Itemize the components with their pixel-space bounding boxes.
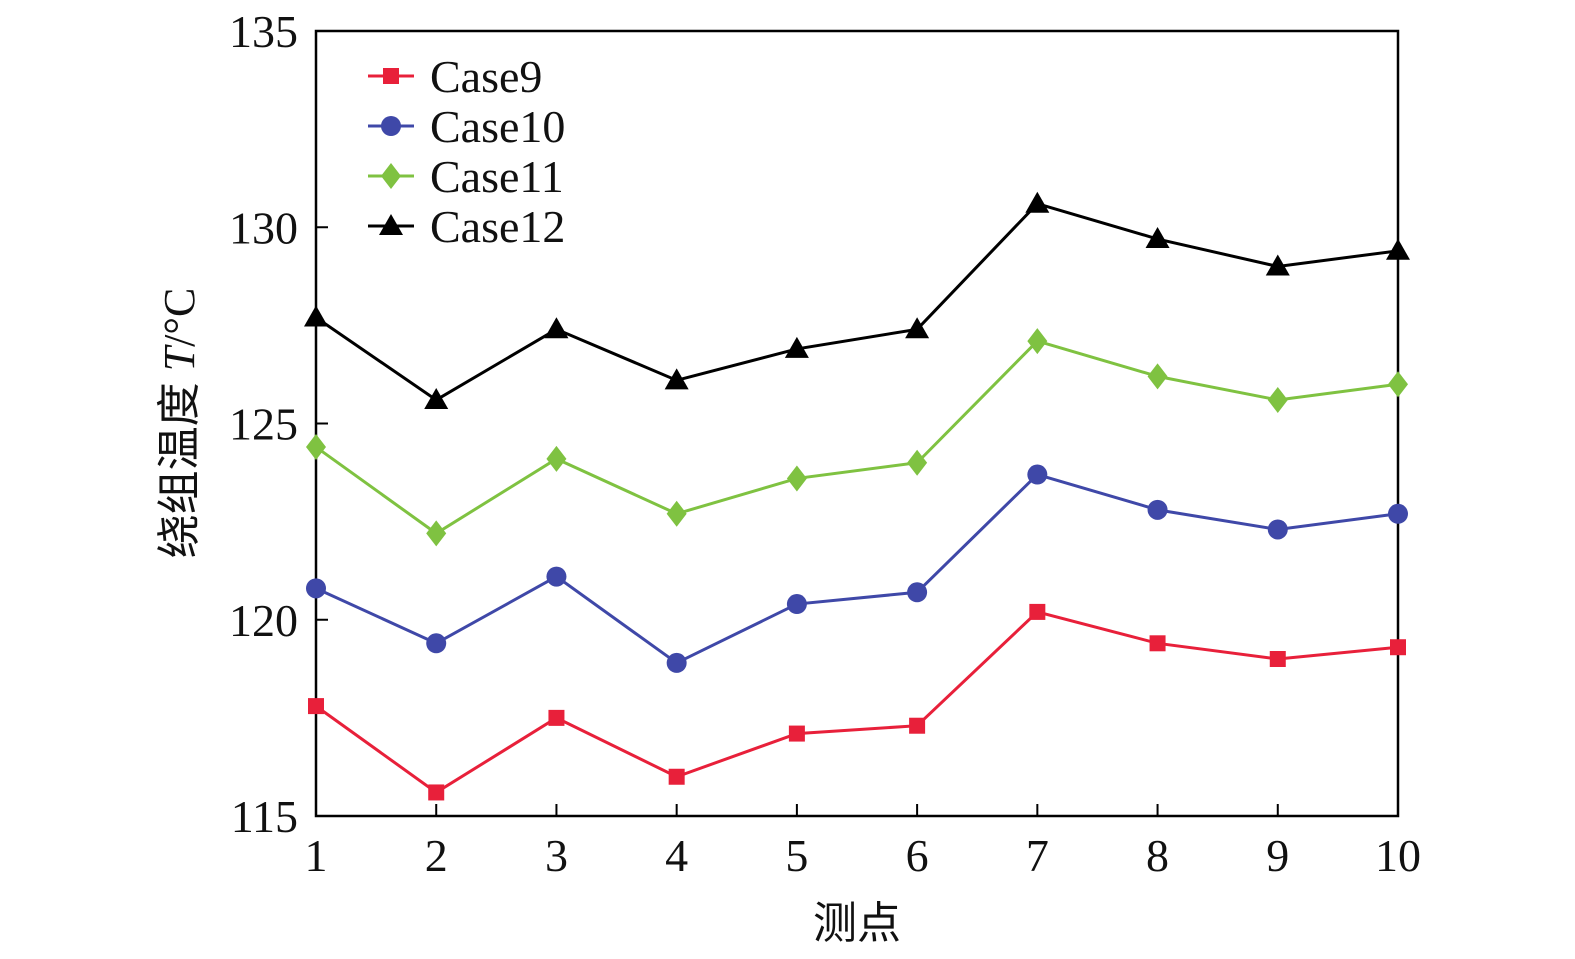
y-axis-title-main: 绕组温度	[155, 371, 204, 558]
data-point	[668, 768, 685, 785]
y-axis: 115 120 125 130 135	[229, 6, 328, 842]
y-tick-label: 135	[229, 6, 298, 57]
data-point	[306, 434, 326, 461]
y-tick-label: 120	[229, 595, 298, 646]
data-point	[1147, 363, 1168, 390]
data-point	[909, 717, 926, 734]
data-point	[907, 449, 928, 476]
legend-marker	[381, 116, 401, 136]
y-tick-label: 130	[229, 202, 298, 253]
data-point	[1390, 639, 1406, 656]
data-point	[1388, 371, 1408, 398]
data-point	[786, 465, 807, 492]
x-axis: 1 2 3 4 5 6 7 8 9 10	[305, 804, 1421, 881]
data-point	[666, 500, 687, 527]
data-point	[424, 387, 449, 409]
data-point	[1027, 328, 1048, 355]
x-tick-label: 10	[1375, 830, 1421, 881]
y-axis-title: 绕组温度 T/°C	[155, 288, 204, 559]
data-point	[1267, 386, 1288, 413]
x-tick-label: 2	[425, 830, 448, 881]
legend-marker	[381, 163, 401, 189]
y-tick-label: 115	[231, 791, 298, 842]
data-point	[1147, 499, 1168, 520]
series-line	[315, 339, 1399, 536]
data-point	[784, 336, 809, 358]
x-tick-label: 6	[906, 830, 929, 881]
data-point	[546, 566, 567, 587]
legend-label: Case9	[430, 51, 542, 102]
data-point	[306, 578, 326, 599]
data-point	[1265, 254, 1290, 276]
data-point	[1388, 503, 1408, 524]
data-point	[546, 445, 567, 472]
x-tick-label: 5	[785, 830, 808, 881]
data-point	[1027, 464, 1048, 485]
series-layer	[304, 191, 1410, 801]
data-point	[1029, 603, 1046, 620]
data-point	[304, 305, 328, 327]
data-point	[548, 709, 565, 726]
data-point	[664, 368, 689, 390]
series-case10	[306, 464, 1408, 673]
x-tick-label: 7	[1026, 830, 1049, 881]
data-point	[788, 725, 805, 742]
data-point	[1267, 519, 1288, 540]
data-point	[308, 698, 324, 715]
series-case11	[306, 328, 1408, 547]
data-point	[1386, 238, 1410, 260]
series-line	[315, 202, 1399, 402]
data-point	[786, 594, 807, 615]
x-tick-label: 8	[1146, 830, 1169, 881]
legend-item: Case10	[368, 101, 565, 152]
legend-marker	[379, 214, 403, 235]
data-point	[1149, 635, 1166, 652]
legend-item: Case12	[368, 201, 565, 252]
legend-label: Case10	[430, 101, 565, 152]
legend-marker	[383, 68, 399, 84]
legend-item: Case11	[368, 151, 564, 202]
data-point	[426, 520, 447, 547]
y-tick-label: 125	[229, 399, 298, 450]
series-case9	[308, 603, 1406, 801]
series-line	[315, 472, 1399, 665]
series-case12	[304, 191, 1410, 409]
x-tick-label: 4	[665, 830, 688, 881]
data-point	[428, 784, 445, 801]
data-point	[907, 582, 928, 603]
legend-label: Case11	[430, 151, 564, 202]
data-point	[1025, 191, 1050, 213]
legend-item: Case9	[368, 51, 542, 102]
data-point	[544, 317, 569, 339]
x-tick-label: 3	[545, 830, 568, 881]
data-point	[426, 633, 447, 654]
x-tick-label: 9	[1266, 830, 1289, 881]
data-point	[905, 317, 930, 339]
x-tick-label: 1	[305, 830, 328, 881]
data-point	[1269, 651, 1286, 667]
legend-label: Case12	[430, 201, 565, 252]
data-point	[1145, 227, 1170, 249]
data-point	[666, 652, 687, 673]
y-axis-title-var: T	[155, 343, 204, 371]
x-axis-title: 测点	[813, 899, 901, 948]
y-axis-title-unit: /°C	[155, 288, 204, 347]
series-line	[315, 610, 1399, 795]
